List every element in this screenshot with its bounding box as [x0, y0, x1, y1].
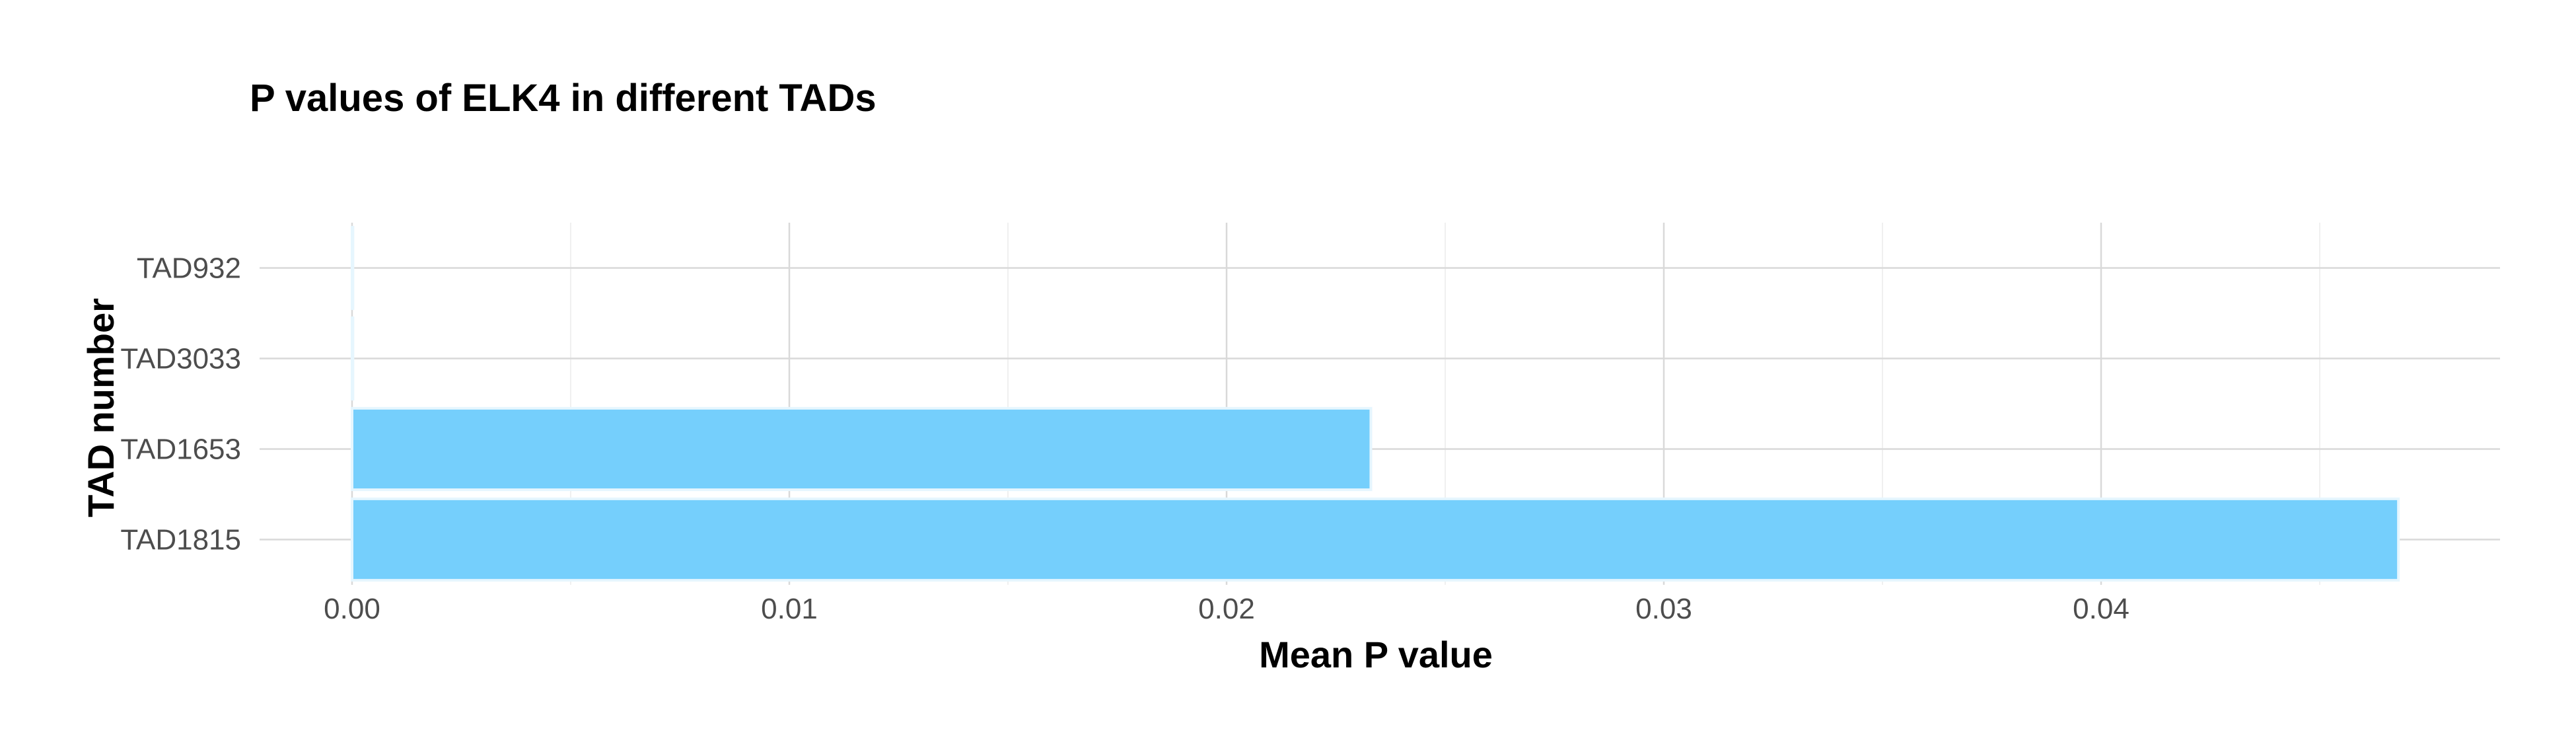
y-tick-label: TAD932 — [137, 252, 241, 285]
chart-title: P values of ELK4 in different TADs — [250, 77, 877, 120]
bar-tad1815 — [351, 497, 2400, 582]
x-tick-label: 0.02 — [1198, 593, 1255, 625]
y-tick-label: TAD1815 — [120, 524, 241, 556]
y-axis-title: TAD number — [80, 298, 122, 517]
x-tick-label: 0.03 — [1635, 593, 1692, 625]
y-tick-label: TAD3033 — [120, 343, 241, 375]
bars — [351, 225, 2400, 582]
y-axis-tick-labels: TAD932 TAD3033 TAD1653 TAD1815 — [120, 252, 241, 556]
bar-tad3033 — [351, 316, 355, 401]
x-tick-label: 0.04 — [2073, 593, 2129, 625]
bar-tad1653 — [351, 406, 1373, 492]
x-axis-title: Mean P value — [1259, 634, 1493, 675]
x-tick-label: 0.01 — [761, 593, 818, 625]
bar-tad932 — [351, 225, 355, 311]
y-tick-label: TAD1653 — [120, 433, 241, 466]
x-axis-tick-labels: 0.00 0.01 0.02 0.03 0.04 — [324, 593, 2129, 625]
x-tick-label: 0.00 — [324, 593, 380, 625]
